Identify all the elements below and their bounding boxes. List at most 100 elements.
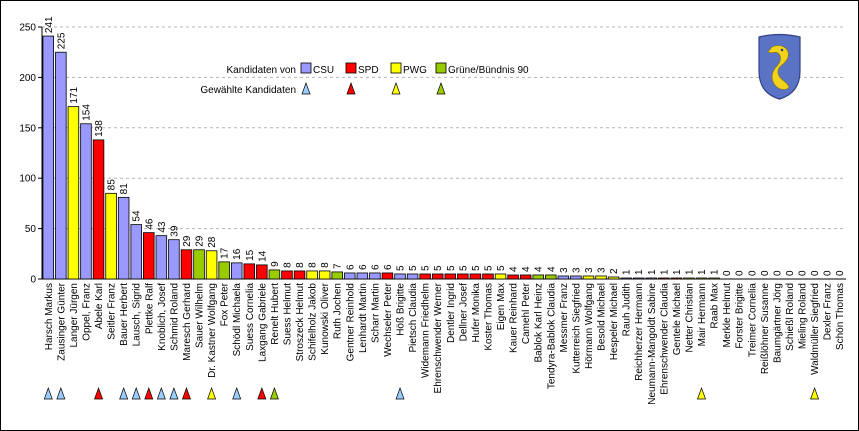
value-label: 8	[295, 262, 306, 268]
x-tick-label: Dr. Kastner Wolfgang	[207, 283, 218, 378]
value-label: 28	[207, 236, 218, 248]
value-label: 0	[747, 270, 758, 276]
bar	[230, 262, 243, 280]
x-tick-label: Tendyra-Bablok Claudia	[546, 283, 557, 390]
value-label: 17	[220, 247, 231, 259]
value-label: 4	[521, 266, 532, 272]
elected-marker	[94, 386, 104, 400]
gridlines	[42, 26, 846, 230]
bar	[545, 274, 557, 280]
x-tick-label: Netter Christian	[684, 283, 695, 352]
bar	[344, 272, 356, 280]
value-label: 29	[182, 235, 193, 247]
bar	[318, 270, 331, 280]
bar	[218, 261, 230, 280]
x-tick-label: Suess Helmut	[282, 283, 293, 345]
bar	[645, 277, 658, 280]
value-label: 46	[144, 218, 155, 230]
bar	[494, 273, 507, 280]
value-label: 0	[760, 270, 771, 276]
value-label: 8	[282, 262, 293, 268]
x-tick-label: Reichherzer Hermann	[634, 283, 645, 381]
x-tick-label: Camehl Peter	[521, 282, 532, 344]
bar	[695, 277, 708, 280]
bar	[55, 51, 67, 280]
x-tick-label: Gentele Michael	[672, 283, 683, 355]
x-tick-label: Ehrenschwender Claudia	[659, 283, 670, 395]
bar	[42, 35, 55, 280]
value-label: 4	[509, 266, 520, 272]
bars	[42, 35, 720, 280]
bar	[620, 277, 632, 280]
x-tick-label: Reißlöhner Susanne	[760, 283, 771, 375]
bar	[519, 274, 532, 280]
elected-marker	[232, 386, 242, 400]
elected-marker	[810, 386, 820, 400]
elected-marker	[207, 386, 217, 400]
value-label: 54	[132, 210, 143, 222]
value-label: 0	[785, 270, 796, 276]
x-tick-label: Knoblich, Josef	[157, 283, 168, 351]
value-label: 225	[56, 32, 67, 49]
bar	[92, 139, 105, 280]
value-label: 15	[245, 249, 256, 261]
bar	[293, 270, 306, 280]
x-tick-label: Hufer Monika	[471, 283, 482, 343]
y-tick-label: 150	[19, 123, 36, 134]
x-tick-label: Renelt Hubert	[270, 283, 281, 345]
elected-marker	[257, 386, 267, 400]
elected-markers	[43, 386, 820, 400]
x-tick-label: Schön Thomas	[835, 283, 846, 350]
value-label: 5	[396, 265, 407, 271]
x-tick-label: Fox Peter	[220, 282, 231, 326]
value-label: 5	[483, 265, 494, 271]
x-tick-label: Abele Karl	[94, 283, 105, 329]
x-tick-label: Pietsch Claudia	[408, 283, 419, 353]
value-label: 4	[546, 266, 557, 272]
coat-of-arms-emblem	[758, 33, 801, 100]
x-tick-label: Ruth Jochen	[333, 283, 344, 339]
value-label: 0	[835, 270, 846, 276]
value-label: 1	[622, 269, 633, 275]
value-label: 138	[94, 120, 105, 137]
value-label: 5	[421, 265, 432, 271]
bar	[381, 272, 394, 280]
value-label: 1	[672, 269, 683, 275]
x-tick-label: Maresch Gerhard	[182, 283, 193, 361]
bar	[582, 275, 595, 280]
x-tick-label: Waldmüller Siegfried	[810, 283, 821, 375]
bar	[708, 277, 720, 280]
value-label: 14	[257, 250, 268, 262]
x-tick-label: Treimer Cornelia	[747, 283, 758, 358]
seahorse-figure	[767, 45, 790, 90]
bar	[243, 263, 256, 280]
x-tick-label: Plettke Ralf	[144, 283, 155, 334]
bar	[331, 271, 343, 280]
value-label: 29	[195, 235, 206, 247]
bar	[369, 272, 381, 280]
value-label: 85	[107, 179, 118, 191]
bar	[431, 273, 444, 280]
x-tick-label: Gentner Reinhold	[345, 283, 356, 361]
bar	[306, 270, 318, 280]
value-label: 8	[308, 262, 319, 268]
x-tick-label: Forster Brigitte	[735, 283, 746, 349]
value-label: 4	[534, 266, 545, 272]
x-tick-label: Widemann Friedhelm	[421, 283, 432, 378]
x-tick-label: Schödl Michaela	[232, 283, 243, 357]
value-label: 9	[270, 261, 281, 267]
x-tick-label: Raab Max	[710, 283, 721, 329]
y-tick-label: 0	[30, 275, 36, 286]
value-label: 1	[697, 269, 708, 275]
x-tick-label: Besold Michael	[597, 283, 608, 351]
value-label: 5	[458, 265, 469, 271]
value-label: 8	[320, 262, 331, 268]
x-tick-label: Neumann-Mangoldt Sabine	[647, 283, 658, 405]
x-tick-label: Höß Brigitte	[396, 283, 407, 336]
bar	[670, 277, 683, 280]
elected-marker	[395, 386, 405, 400]
x-tick-label: Merkle Helmut	[722, 283, 733, 348]
elected-marker	[697, 386, 707, 400]
